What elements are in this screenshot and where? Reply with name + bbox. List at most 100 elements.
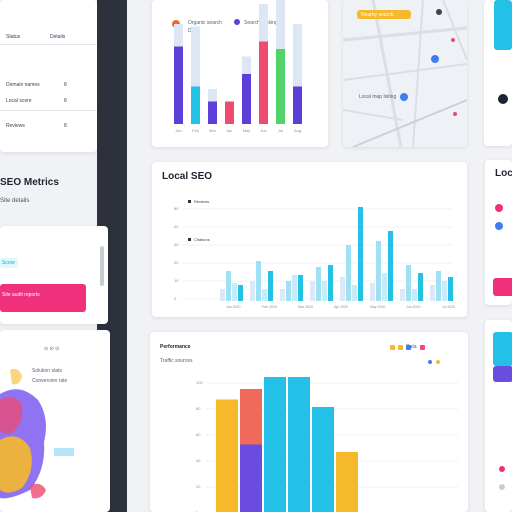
x-tick-label-7: Aug <box>294 128 301 133</box>
bar-5 <box>259 41 268 124</box>
bar-5-2 <box>382 273 387 301</box>
divider <box>0 110 97 111</box>
x-tick-label-3: Apr <box>226 128 233 133</box>
cyan-block <box>494 0 512 50</box>
bar-2-1 <box>286 281 291 301</box>
bar-5 <box>336 452 358 512</box>
blob-illustration <box>0 368 74 499</box>
top-bar-chart: Jan Feb Mar Apr May Jun Jul Aug <box>174 0 302 133</box>
bar-2 <box>208 101 217 124</box>
bottom-chart-subtitle: Traffic sources <box>160 358 193 364</box>
section-title: SEO Metrics <box>0 177 59 188</box>
bar-6-1 <box>406 265 411 301</box>
item-label-1: Conversion rate <box>32 378 68 384</box>
y-tick-label-3: 20 <box>174 260 179 265</box>
row-value-0: Details <box>50 34 66 40</box>
cyan-block-bottom <box>493 332 512 366</box>
section-subtitle: Site details <box>0 198 30 204</box>
bar-2-0 <box>280 289 285 301</box>
x-tick-label-3: Apr 2020 <box>334 305 348 309</box>
x-tick-label-5: Jun <box>260 128 266 133</box>
right-bottom-card <box>485 320 512 512</box>
legend-swatch-0 <box>188 200 191 203</box>
bar-6-2 <box>412 289 417 301</box>
x-tick-label-1: Feb <box>192 128 200 133</box>
bar-4 <box>312 407 334 512</box>
x-tick-label-4: May 2020 <box>370 305 385 309</box>
legend-swatch-1 <box>188 238 191 241</box>
bar-5-0 <box>370 283 375 301</box>
local-seo-bar-chart: 80 60 40 20 10 0 Reviews Citations Jan 2020 Feb 2… <box>174 199 455 309</box>
x-tick-label-6: Jul <box>278 128 283 133</box>
bar-0 <box>174 46 183 124</box>
bar-4-1 <box>346 245 351 301</box>
play-icon[interactable] <box>498 94 508 104</box>
site-audit-button[interactable] <box>0 284 86 312</box>
x-tick-label-0: Jan <box>175 128 181 133</box>
legend-dot-1 <box>234 19 240 25</box>
local-seo-title: Local SEO <box>162 171 213 182</box>
bar-7-3 <box>448 277 453 301</box>
blue-dot <box>495 222 503 230</box>
bar-1-0 <box>250 281 255 301</box>
bar-0-0 <box>220 289 225 301</box>
bar-7 <box>293 86 302 124</box>
scroll-bar[interactable] <box>100 246 104 286</box>
right-pink-button[interactable] <box>493 278 512 296</box>
bar-7-2 <box>442 281 447 301</box>
x-tick-label-2: Mar 2020 <box>298 305 313 309</box>
y-tick-label-3: 40 <box>196 458 201 463</box>
x-tick-label-6: Jul 2020 <box>442 305 455 309</box>
bar-light-6 <box>276 0 285 49</box>
bar-1-3 <box>268 271 273 301</box>
bar-1-1 <box>256 261 261 301</box>
bar-2-3 <box>298 275 303 301</box>
bar-4 <box>242 74 251 124</box>
legend-label-data: Data <box>406 344 417 350</box>
right-card-title: Loc <box>495 168 512 179</box>
y-tick-label-1: 60 <box>174 224 179 229</box>
row-label-0: Status <box>6 34 21 40</box>
bar-0 <box>216 399 238 512</box>
right-mid-card: Loc <box>485 160 512 305</box>
score-badge <box>0 258 18 268</box>
bar-2 <box>264 377 286 512</box>
left-top-card: Status Details Domain names 8 Local scor… <box>0 0 97 152</box>
street-map[interactable] <box>343 0 467 147</box>
bar-3 <box>288 377 310 512</box>
bar-6-0 <box>400 289 405 301</box>
bar-7-0 <box>430 285 435 301</box>
y-tick-label-5: 0 <box>196 510 199 512</box>
bar-3-3 <box>328 265 333 301</box>
y-tick-label-4: 20 <box>196 484 201 489</box>
bottom-chart-title: Performance <box>160 344 191 350</box>
bar-3-0 <box>310 281 315 301</box>
map-card: Nearby search Local map listing <box>343 0 467 147</box>
bar-0-2 <box>232 283 237 301</box>
bar-3-1 <box>316 267 321 301</box>
purple-block-bottom <box>493 366 512 382</box>
item-label-0: Solution stats <box>32 368 63 374</box>
bar-3 <box>225 101 234 124</box>
bar-light-1 <box>191 26 200 87</box>
header-icons[interactable]: ⊙ ⊙ ⊙ <box>44 346 60 352</box>
bottom-chart-card: Performance Traffic sources Data 100 80 60… <box>150 332 468 512</box>
divider <box>0 44 97 45</box>
local-seo-card: Local SEO 80 60 40 20 10 0 Reviews Citations Jan… <box>152 162 467 317</box>
nearby-search-tag[interactable] <box>357 10 411 19</box>
bar-3-2 <box>322 281 327 301</box>
x-tick-label-2: Mar <box>209 128 217 133</box>
pink-dot-bottom <box>499 466 505 472</box>
pink-dot <box>495 204 503 212</box>
bar-4-3 <box>358 207 363 301</box>
legend-swatch-1 <box>398 345 403 350</box>
row-value-2: 8 <box>64 98 67 104</box>
bar-0-1 <box>226 271 231 301</box>
bar-1 <box>191 86 200 124</box>
bar-4-2 <box>352 285 357 301</box>
bar-1-2 <box>262 289 267 301</box>
legend-dot-a <box>428 360 432 364</box>
x-tick-label-5: Jun 2020 <box>406 305 420 309</box>
bar-5-1 <box>376 241 381 301</box>
x-tick-label-4: May <box>243 128 251 133</box>
